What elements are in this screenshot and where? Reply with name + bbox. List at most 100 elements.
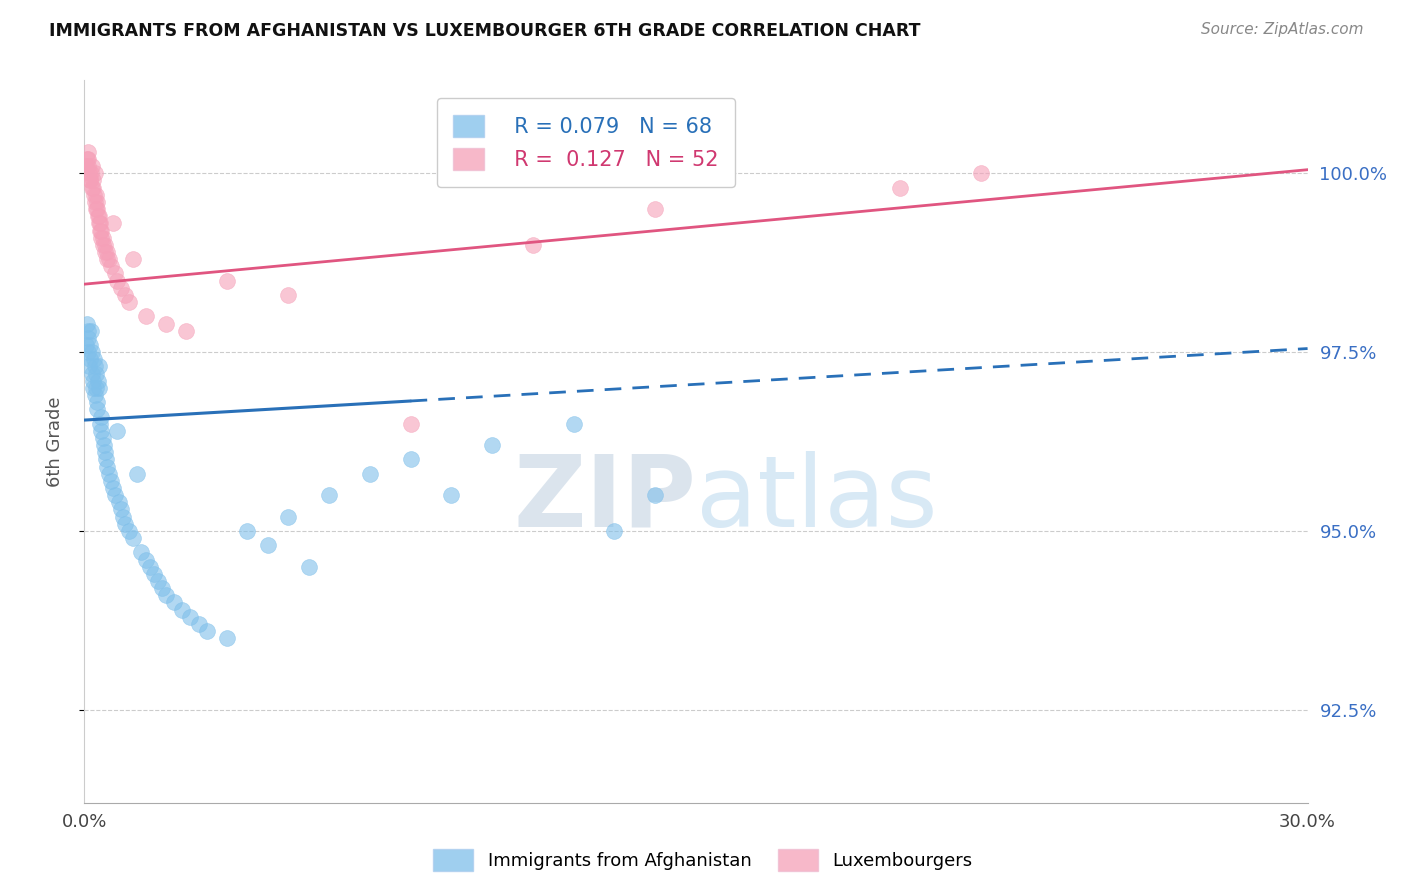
Point: [257, 538, 280, 552]
Point: [89, 223, 111, 237]
Point: [110, 502, 132, 516]
Point: [118, 524, 141, 538]
Point: [82, 173, 104, 187]
Point: [79, 338, 101, 352]
Point: [76, 324, 98, 338]
Point: [118, 295, 141, 310]
Point: [150, 581, 173, 595]
Point: [359, 467, 381, 481]
Text: atlas: atlas: [696, 450, 938, 548]
Point: [82, 345, 104, 359]
Point: [82, 180, 104, 194]
Point: [84, 194, 107, 209]
Point: [104, 267, 127, 281]
Point: [127, 467, 149, 481]
Point: [89, 417, 111, 431]
Point: [84, 359, 107, 374]
Point: [142, 566, 165, 581]
Point: [79, 352, 101, 367]
Point: [86, 202, 108, 216]
Point: [522, 237, 544, 252]
Point: [440, 488, 463, 502]
Point: [76, 152, 98, 166]
Point: [87, 209, 110, 223]
Point: [481, 438, 503, 452]
Point: [90, 230, 112, 244]
Point: [89, 216, 111, 230]
Point: [86, 194, 108, 209]
Point: [96, 252, 118, 266]
Point: [93, 445, 115, 459]
Point: [179, 609, 201, 624]
Point: [399, 452, 422, 467]
Point: [174, 324, 197, 338]
Point: [114, 516, 136, 531]
Legend:   R = 0.079   N = 68,   R =  0.127   N = 52: R = 0.079 N = 68, R = 0.127 N = 52: [436, 98, 735, 187]
Y-axis label: 6th Grade: 6th Grade: [45, 396, 63, 487]
Point: [96, 459, 118, 474]
Point: [93, 237, 115, 252]
Point: [562, 417, 585, 431]
Point: [90, 424, 112, 438]
Point: [96, 244, 118, 259]
Point: [80, 324, 103, 338]
Point: [80, 367, 103, 381]
Point: [82, 381, 104, 395]
Point: [76, 152, 98, 166]
Point: [84, 381, 107, 395]
Point: [83, 388, 105, 402]
Point: [90, 223, 112, 237]
Point: [93, 438, 115, 452]
Point: [163, 595, 186, 609]
Point: [101, 481, 124, 495]
Point: [97, 252, 120, 266]
Point: [100, 260, 122, 274]
Legend: Immigrants from Afghanistan, Luxembourgers: Immigrants from Afghanistan, Luxembourge…: [426, 842, 980, 879]
Point: [80, 166, 103, 180]
Point: [112, 509, 135, 524]
Point: [80, 159, 103, 173]
Point: [75, 159, 97, 173]
Point: [87, 374, 110, 388]
Point: [970, 166, 993, 180]
Point: [83, 352, 105, 367]
Point: [82, 374, 104, 388]
Point: [217, 274, 239, 288]
Point: [83, 187, 105, 202]
Point: [91, 230, 114, 244]
Point: [110, 281, 132, 295]
Point: [77, 345, 100, 359]
Point: [131, 545, 153, 559]
Point: [101, 216, 124, 230]
Point: [236, 524, 259, 538]
Point: [91, 237, 114, 252]
Point: [146, 574, 169, 588]
Point: [94, 452, 117, 467]
Point: [114, 288, 136, 302]
Point: [84, 202, 107, 216]
Point: [155, 317, 177, 331]
Point: [77, 166, 100, 180]
Point: [91, 431, 114, 445]
Text: Source: ZipAtlas.com: Source: ZipAtlas.com: [1201, 22, 1364, 37]
Point: [100, 474, 122, 488]
Point: [122, 252, 145, 266]
Point: [79, 173, 101, 187]
Point: [79, 173, 101, 187]
Point: [83, 166, 105, 180]
Point: [87, 381, 110, 395]
Point: [87, 209, 110, 223]
Point: [86, 395, 108, 409]
Point: [277, 509, 299, 524]
Point: [84, 187, 107, 202]
Point: [77, 331, 100, 345]
Point: [108, 495, 131, 509]
Point: [84, 367, 107, 381]
Point: [97, 467, 120, 481]
Point: [76, 317, 98, 331]
Point: [122, 531, 145, 545]
Point: [82, 180, 104, 194]
Point: [187, 617, 209, 632]
Point: [105, 274, 128, 288]
Point: [90, 409, 112, 424]
